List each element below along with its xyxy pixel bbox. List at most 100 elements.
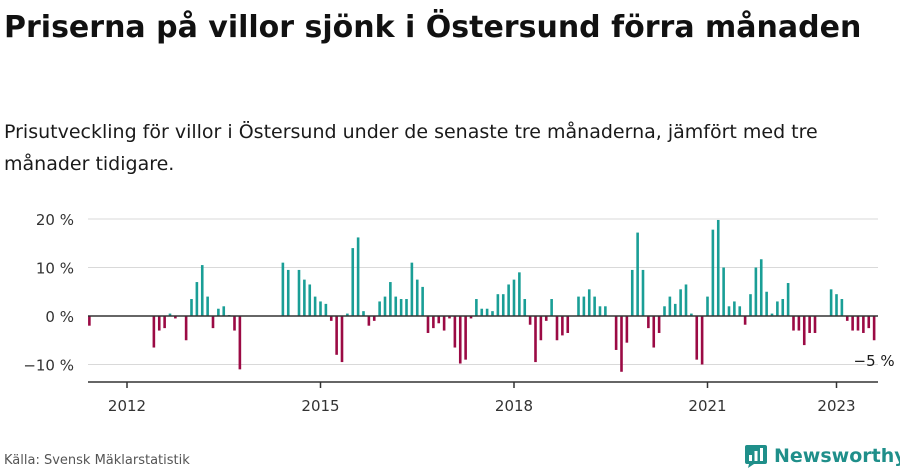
bar: [190, 299, 193, 316]
bar: [389, 282, 392, 316]
bar: [346, 313, 349, 316]
bar: [458, 316, 462, 364]
bar: [636, 232, 639, 316]
bar: [308, 284, 312, 316]
bar: [862, 316, 865, 333]
bar: [184, 316, 188, 341]
bar: [668, 296, 672, 316]
bar: [378, 301, 381, 316]
bar: [851, 316, 854, 331]
bar: [808, 316, 811, 333]
bar: [840, 299, 844, 316]
bar: [716, 219, 720, 316]
bar: [281, 262, 285, 316]
bar: [195, 282, 199, 316]
bar: [335, 316, 338, 355]
bar: [480, 308, 484, 316]
bar: [448, 316, 451, 319]
bar: [421, 286, 424, 316]
bar: [485, 308, 489, 316]
bar: [464, 316, 467, 360]
bar: [727, 306, 731, 316]
bar: [770, 313, 774, 316]
bar: [544, 316, 548, 321]
bar: [561, 316, 564, 336]
bar: [797, 316, 801, 331]
bar: [673, 303, 677, 316]
bar: [453, 316, 457, 348]
bar: [679, 289, 682, 316]
bar: [211, 316, 215, 329]
chart-title: Priserna på villor sjönk i Östersund för…: [4, 10, 862, 45]
bar: [749, 294, 752, 316]
bar: [319, 301, 322, 316]
bar: [426, 316, 430, 333]
bar: [340, 316, 344, 363]
end-value-label: −5 %: [854, 352, 895, 370]
bar: [351, 248, 355, 316]
bar: [711, 229, 715, 316]
bar: [722, 267, 725, 316]
bar: [700, 316, 704, 365]
bar: [432, 316, 435, 329]
bar: [604, 306, 607, 316]
y-tick-label: 10 %: [36, 260, 74, 278]
x-tick-label: 2015: [301, 397, 339, 415]
bar: [297, 269, 301, 316]
bar: [776, 301, 779, 316]
bar: [496, 294, 500, 316]
bar: [684, 284, 688, 316]
bar: [233, 316, 236, 331]
bar: [695, 316, 699, 360]
bar: [652, 316, 656, 348]
bar: [587, 289, 591, 316]
bar: [501, 294, 505, 316]
bar: [518, 272, 521, 316]
bar: [238, 316, 242, 370]
bar: [324, 303, 328, 316]
bar: [550, 299, 553, 316]
bar: [856, 316, 860, 331]
bar: [733, 301, 736, 316]
bar: [792, 316, 795, 331]
bar: [157, 316, 161, 331]
bar: [163, 316, 166, 329]
bar: [168, 313, 172, 316]
newsworthy-logo-icon: [745, 445, 767, 468]
bar: [657, 316, 661, 333]
bar: [437, 316, 441, 324]
bar: [614, 316, 618, 350]
bar: [367, 316, 371, 326]
bar: [663, 306, 666, 316]
bar: [786, 283, 790, 316]
bar: [410, 262, 414, 316]
bar: [706, 296, 709, 316]
x-tick-label: 2021: [688, 397, 726, 415]
bar: [598, 306, 602, 316]
bar: [845, 316, 849, 321]
bar: [528, 316, 532, 325]
bar: [152, 316, 156, 348]
bar: [743, 316, 747, 325]
bar: [415, 279, 419, 316]
bar: [399, 299, 403, 316]
bar: [738, 306, 742, 316]
bar: [867, 316, 871, 329]
bar: [491, 311, 494, 316]
chart-subtitle: Prisutveckling för villor i Östersund un…: [4, 121, 818, 175]
bar: [759, 259, 763, 316]
newsworthy-logo: Newsworthy: [744, 442, 900, 470]
bar: [835, 294, 838, 316]
bar: [802, 316, 806, 346]
bar: [329, 316, 333, 321]
x-tick-label: 2023: [817, 397, 855, 415]
bar: [593, 296, 596, 316]
bar: [765, 291, 768, 316]
bar: [690, 313, 693, 316]
bar: [362, 311, 365, 316]
y-tick-label: 20 %: [36, 211, 74, 229]
bar: [303, 279, 306, 316]
bar: [566, 316, 570, 333]
bar: [781, 299, 785, 316]
